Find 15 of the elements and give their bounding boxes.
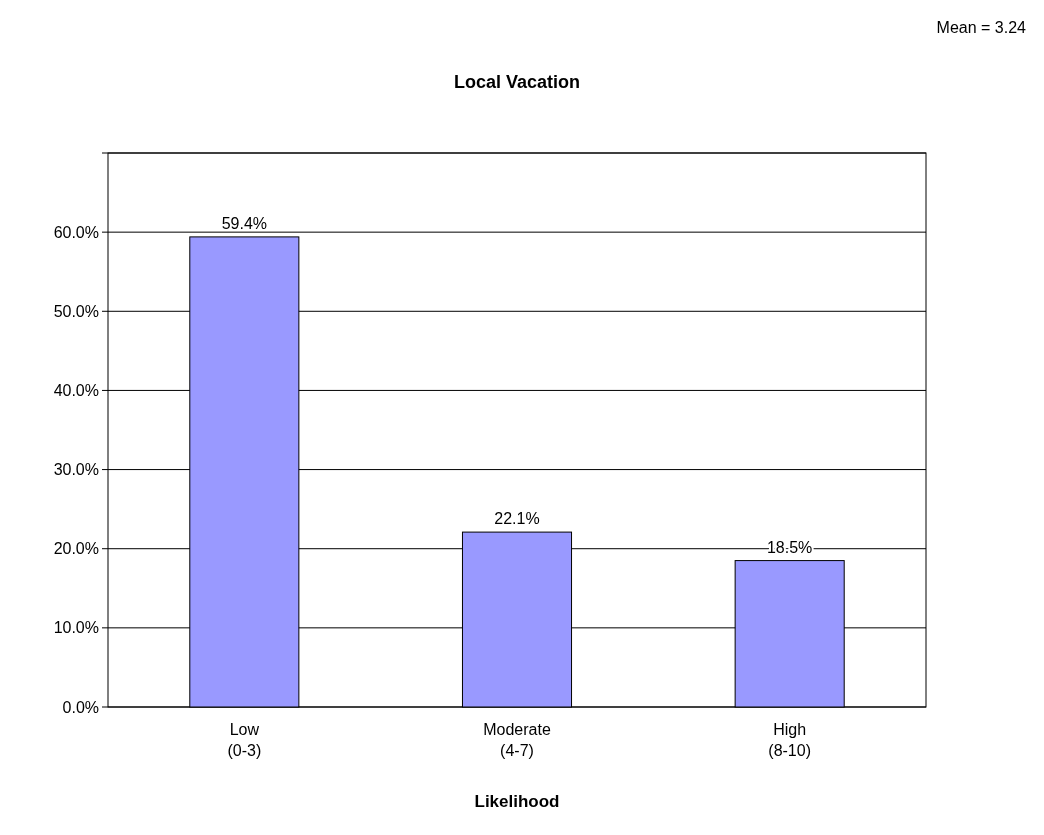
chart-title: Local Vacation [453, 72, 581, 92]
y-tick-label: 50.0% [53, 302, 99, 320]
data-label: 22.1% [494, 510, 540, 528]
x-axis-title: Likelihood [474, 792, 560, 811]
x-tick-label: Moderate (4-7) [483, 721, 551, 759]
y-tick-label: 60.0% [53, 223, 99, 241]
text: Mean = 3.24 [936, 19, 1027, 36]
data-label: 59.4% [221, 214, 268, 232]
y-tick-label: 10.0% [53, 619, 99, 637]
x-tick-label: Low (0-3) [227, 721, 262, 759]
y-tick-label: 30.0% [53, 461, 99, 479]
x-tick-label: High (8-10) [768, 721, 812, 759]
y-tick-label: 20.0% [53, 540, 99, 558]
y-tick-label: 0.0% [62, 698, 99, 716]
y-tick-label: 40.0% [53, 382, 99, 400]
